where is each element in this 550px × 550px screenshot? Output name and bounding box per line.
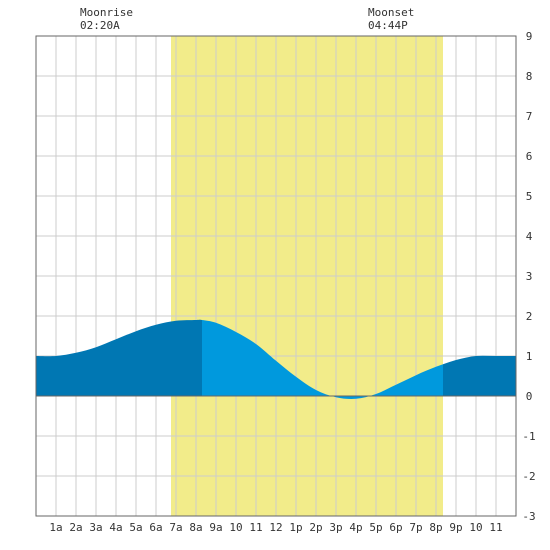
x-tick-label: 9p: [449, 521, 462, 534]
y-tick-label: 1: [526, 350, 533, 363]
x-tick-label: 11: [489, 521, 502, 534]
plot-border: [35, 35, 517, 517]
x-tick-label: 10: [229, 521, 242, 534]
x-tick-label: 8a: [189, 521, 202, 534]
x-tick-label: 7a: [169, 521, 182, 534]
y-tick-label: -3: [522, 510, 535, 523]
x-tick-label: 5p: [369, 521, 382, 534]
y-tick-label: 8: [526, 70, 533, 83]
y-tick-label: -1: [522, 430, 535, 443]
y-tick-label: 4: [526, 230, 533, 243]
x-tick-label: 4p: [349, 521, 362, 534]
tide-area-night: [36, 319, 516, 399]
moonset-time: 04:44P: [368, 19, 408, 32]
x-tick-label: 9a: [209, 521, 222, 534]
x-tick-label: 12: [269, 521, 282, 534]
y-axis-labels: 9 8 7 6 5 4 3 2 1 0 -1 -2 -3: [522, 30, 535, 523]
x-axis-labels: 1a 2a 3a 4a 5a 6a 7a 8a 9a 10 11 12 1p 2p 3p 4p 5p 6p 7p 8p…: [49, 521, 502, 534]
x-tick-label: 2a: [69, 521, 82, 534]
x-tick-label: 6a: [149, 521, 162, 534]
x-tick-label: 3p: [329, 521, 342, 534]
x-tick-label: 5a: [129, 521, 142, 534]
y-tick-label: 9: [526, 30, 533, 43]
y-tick-label: 6: [526, 150, 533, 163]
tide-area-day: [202, 320, 443, 399]
x-tick-label: 3a: [89, 521, 102, 534]
x-tick-label: 2p: [309, 521, 322, 534]
moonrise-time: 02:20A: [80, 19, 120, 32]
y-tick-label: 7: [526, 110, 533, 123]
y-tick-label: 2: [526, 310, 533, 323]
horizontal-grid: [36, 75, 516, 477]
moonrise-label: Moonrise: [80, 6, 133, 19]
x-tick-label: 1p: [289, 521, 302, 534]
x-tick-label: 6p: [389, 521, 402, 534]
x-tick-label: 8p: [429, 521, 442, 534]
y-tick-label: 5: [526, 190, 533, 203]
x-tick-label: 1a: [49, 521, 62, 534]
tide-areas: [36, 319, 516, 399]
y-tick-label: 3: [526, 270, 533, 283]
x-tick-label: 7p: [409, 521, 422, 534]
y-tick-label: -2: [522, 470, 535, 483]
x-tick-label: 11: [249, 521, 262, 534]
y-tick-label: 0: [526, 390, 533, 403]
x-tick-label: 10: [469, 521, 482, 534]
x-tick-label: 4a: [109, 521, 122, 534]
moonset-label: Moonset: [368, 6, 414, 19]
